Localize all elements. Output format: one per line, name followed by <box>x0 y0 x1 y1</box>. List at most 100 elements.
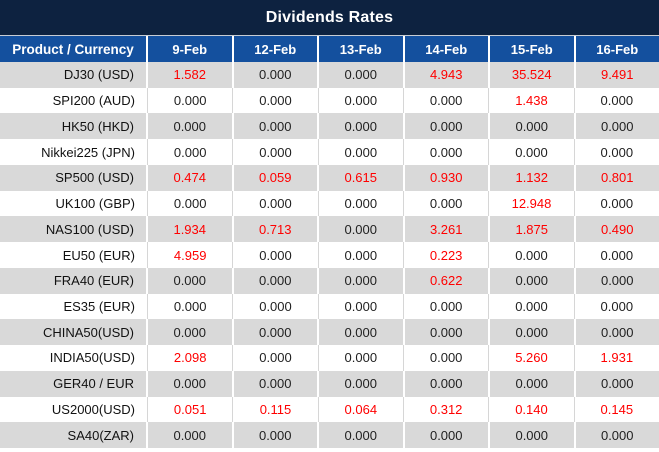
value-cell: 0.000 <box>148 87 234 114</box>
value-cell: 0.000 <box>490 319 576 346</box>
value-cell: 0.000 <box>319 113 405 140</box>
page-title: Dividends Rates <box>265 8 394 26</box>
product-cell: NAS100 (USD) <box>0 216 148 243</box>
product-cell: Nikkei225 (JPN) <box>0 139 148 165</box>
product-cell: INDIA50(USD) <box>0 345 148 371</box>
date-column-header: 9-Feb <box>148 36 234 62</box>
product-cell: GER40 / EUR <box>0 370 148 397</box>
value-cell: 0.000 <box>319 190 404 217</box>
value-cell: 0.000 <box>319 422 405 449</box>
date-column-header: 12-Feb <box>234 36 319 62</box>
value-cell: 0.000 <box>234 422 319 449</box>
value-cell: 0.000 <box>490 267 576 294</box>
value-cell: 0.000 <box>233 293 319 320</box>
table-row: HK50 (HKD) 0.000 0.000 0.000 0.000 0.000 0.000 <box>0 113 659 140</box>
value-cell: 0.064 <box>319 396 404 423</box>
value-cell: 0.000 <box>233 345 319 371</box>
product-cell: US2000(USD) <box>0 396 148 423</box>
value-cell: 0.000 <box>600 247 634 263</box>
product-cell: DJ30 (USD) <box>0 62 148 88</box>
value-cell: 0.000 <box>319 216 405 243</box>
value-cell: 0.000 <box>405 422 490 449</box>
value-cell: 0.801 <box>600 170 634 186</box>
value-cell: 1.934 <box>148 216 234 243</box>
table-header-row: Product / Currency 9-Feb 12-Feb 13-Feb 14-F… <box>0 35 659 62</box>
value-cell: 0.000 <box>600 118 634 134</box>
product-cell: EU50 (EUR) <box>0 242 148 268</box>
title-bar: Dividends Rates <box>0 0 659 35</box>
value-cell: 0.000 <box>489 139 575 165</box>
value-cell: 0.000 <box>405 370 490 397</box>
value-cell: 0.000 <box>490 370 576 397</box>
value-cell: 1.582 <box>148 62 234 88</box>
table-row: GER40 / EUR 0.000 0.000 0.000 0.000 0.000 0.00… <box>0 370 659 397</box>
product-cell: FRA40 (EUR) <box>0 267 148 294</box>
value-cell: 0.000 <box>405 319 490 346</box>
date-column-header: 16-Feb <box>596 41 639 57</box>
product-currency-header: Product / Currency <box>0 36 148 62</box>
value-cell: 0.000 <box>148 422 234 449</box>
value-cell: 0.000 <box>148 139 234 165</box>
value-cell: 0.140 <box>489 396 575 423</box>
value-cell: 0.000 <box>234 370 319 397</box>
value-cell: 12.948 <box>489 190 575 217</box>
value-cell: 1.438 <box>489 87 575 114</box>
value-cell: 0.000 <box>148 267 234 294</box>
value-cell: 0.051 <box>148 396 234 423</box>
value-cell: 0.000 <box>404 293 490 320</box>
value-cell: 0.000 <box>319 139 404 165</box>
product-cell: SA40(ZAR) <box>0 422 148 449</box>
value-cell: 0.000 <box>600 273 634 289</box>
value-cell: 0.000 <box>148 113 234 140</box>
value-cell: 4.943 <box>405 62 490 88</box>
value-cell: 0.000 <box>234 267 319 294</box>
value-cell: 0.000 <box>404 345 490 371</box>
value-cell: 0.145 <box>600 401 634 417</box>
value-cell: 0.000 <box>600 93 634 109</box>
value-cell: 0.223 <box>404 242 490 268</box>
value-cell: 4.959 <box>148 242 234 268</box>
date-column-header: 14-Feb <box>405 36 490 62</box>
value-cell: 0.000 <box>319 319 405 346</box>
value-cell: 0.000 <box>234 319 319 346</box>
value-cell: 0.000 <box>319 242 404 268</box>
value-cell: 2.098 <box>148 345 234 371</box>
value-cell: 35.524 <box>490 62 576 88</box>
value-cell: 0.000 <box>600 376 634 392</box>
value-cell: 1.875 <box>490 216 576 243</box>
table-row: NAS100 (USD) 1.934 0.713 0.000 3.261 1.875 0.4… <box>0 216 659 243</box>
value-cell: 0.930 <box>405 164 490 191</box>
value-cell: 0.000 <box>319 87 404 114</box>
value-cell: 0.000 <box>600 324 634 340</box>
table-body: DJ30 (USD) 1.582 0.000 0.000 4.943 35.524 9.49… <box>0 62 659 449</box>
value-cell: 0.000 <box>148 190 234 217</box>
table-row: SA40(ZAR) 0.000 0.000 0.000 0.000 0.000 0.000 <box>0 422 659 449</box>
table-row: EU50 (EUR) 4.959 0.000 0.000 0.223 0.000 0.000 <box>0 242 659 268</box>
value-cell: 0.474 <box>148 164 234 191</box>
value-cell: 3.261 <box>405 216 490 243</box>
product-cell: ES35 (EUR) <box>0 293 148 320</box>
table-row: Nikkei225 (JPN) 0.000 0.000 0.000 0.000 0.000… <box>0 139 659 165</box>
table-row: DJ30 (USD) 1.582 0.000 0.000 4.943 35.524 9.49… <box>0 62 659 88</box>
value-cell: 0.000 <box>234 62 319 88</box>
value-cell: 0.000 <box>600 144 634 160</box>
value-cell: 0.490 <box>600 221 634 237</box>
product-cell: SPI200 (AUD) <box>0 87 148 114</box>
value-cell: 0.000 <box>600 427 634 443</box>
value-cell: 0.000 <box>319 293 404 320</box>
product-cell: HK50 (HKD) <box>0 113 148 140</box>
product-cell: SP500 (USD) <box>0 164 148 191</box>
value-cell: 0.000 <box>404 87 490 114</box>
table-row: CHINA50(USD) 0.000 0.000 0.000 0.000 0.000 0.0… <box>0 319 659 346</box>
value-cell: 0.000 <box>490 113 576 140</box>
value-cell: 9.491 <box>600 67 634 83</box>
value-cell: 0.000 <box>233 87 319 114</box>
value-cell: 0.000 <box>600 298 634 314</box>
value-cell: 1.931 <box>600 350 634 366</box>
value-cell: 0.000 <box>319 345 404 371</box>
value-cell: 0.000 <box>319 267 405 294</box>
value-cell: 0.000 <box>233 242 319 268</box>
value-cell: 0.115 <box>233 396 319 423</box>
product-cell: CHINA50(USD) <box>0 319 148 346</box>
